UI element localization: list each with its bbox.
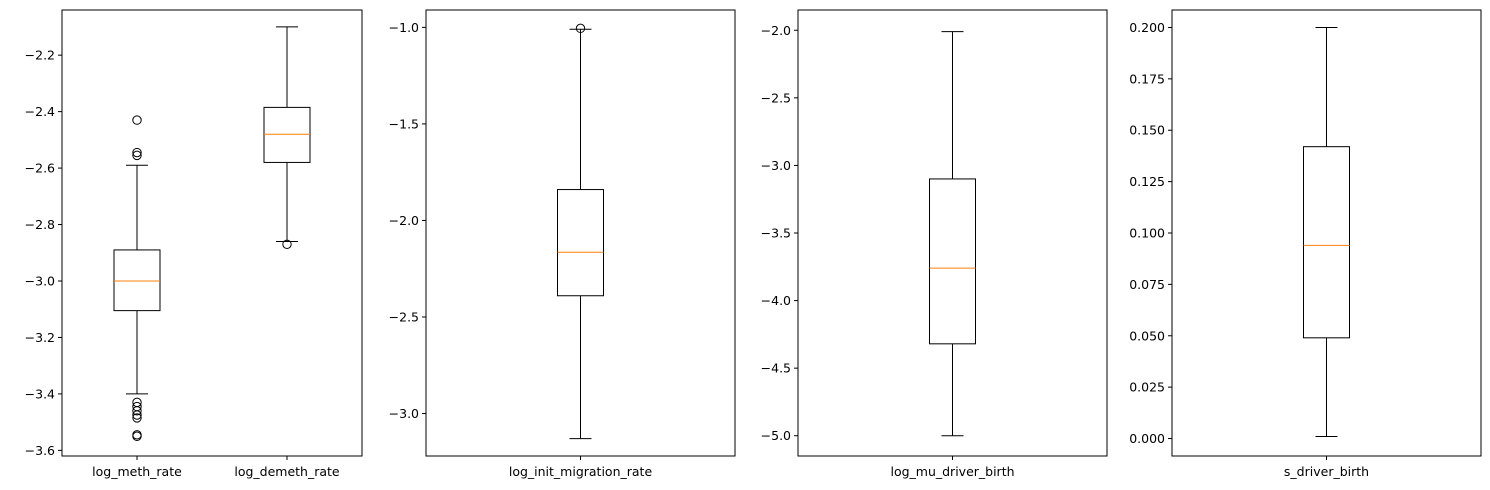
y-tick-label: −2.2	[25, 48, 55, 63]
y-tick-label: 0.175	[1129, 71, 1165, 86]
y-tick-label: −5.0	[761, 428, 791, 443]
y-tick-label: 0.125	[1129, 174, 1165, 189]
iqr-box	[263, 106, 311, 163]
outlier-point	[132, 115, 142, 125]
y-tick-label: −3.0	[389, 406, 419, 421]
x-tick-label: log_mu_driver_birth	[890, 464, 1014, 479]
outlier-point	[132, 413, 142, 423]
iqr-box	[929, 178, 976, 345]
outlier-point	[132, 431, 142, 441]
x-tick-label: log_demeth_rate	[234, 464, 340, 479]
y-tick-label: 0.150	[1129, 123, 1165, 138]
y-tick-label: −3.2	[25, 330, 55, 345]
iqr-box	[113, 249, 161, 312]
y-tick-label: −1.0	[389, 20, 419, 35]
y-tick-label: 0.050	[1129, 328, 1165, 343]
outlier-point	[132, 150, 142, 161]
y-tick-label: −2.8	[25, 217, 55, 232]
y-tick-label: 0.200	[1129, 20, 1165, 35]
outlier-point	[282, 239, 292, 249]
iqr-box	[557, 189, 604, 297]
y-tick-label: −3.6	[25, 443, 55, 458]
subplot-1: −2.2 −2.4 −2.6 −2.8 −3.0 −3.2 −3.4 −3.6 log_meth…	[25, 9, 363, 479]
y-tick-label: −2.4	[25, 104, 55, 119]
iqr-box	[1303, 146, 1350, 339]
subplot-3: −2.0 −2.5 −3.0 −3.5 −4.0 −4.5 −5.0 log_mu_drive…	[761, 9, 1108, 479]
y-tick-label: −1.5	[389, 116, 419, 131]
axes-frame	[61, 9, 363, 457]
y-tick-label: −2.6	[25, 161, 55, 176]
y-tick-label: −2.5	[389, 309, 419, 324]
y-tick-label: 0.100	[1129, 226, 1165, 241]
y-tick-label: 0.000	[1129, 431, 1165, 446]
y-tick-label: −3.5	[761, 226, 791, 241]
outlier-point	[132, 147, 142, 158]
x-tick-label: log_meth_rate	[92, 464, 182, 479]
subplot-2: −1.0 −1.5 −2.0 −2.5 −3.0 log_init_migration_r…	[389, 9, 736, 479]
outlier-point	[575, 23, 586, 34]
outlier-point	[132, 406, 142, 416]
x-tick-label: log_init_migration_rate	[509, 464, 653, 479]
outlier-point	[132, 410, 142, 420]
y-tick-label: −3.0	[761, 158, 791, 173]
y-tick-label: −2.5	[761, 90, 791, 105]
y-tick-label: 0.025	[1129, 380, 1165, 395]
y-tick-label: −3.4	[25, 386, 55, 401]
y-tick-label: −4.5	[761, 361, 791, 376]
x-tick-label: s_driver_birth	[1284, 464, 1369, 479]
y-tick-label: −4.0	[761, 293, 791, 308]
y-tick-label: −2.0	[389, 213, 419, 228]
y-tick-label: 0.075	[1129, 277, 1165, 292]
y-tick-label: −2.0	[761, 23, 791, 38]
y-tick-label: −3.0	[25, 273, 55, 288]
subplot-4: 0.000 0.025 0.050 0.075 0.100 0.125 0.150 0.175…	[1129, 9, 1482, 479]
